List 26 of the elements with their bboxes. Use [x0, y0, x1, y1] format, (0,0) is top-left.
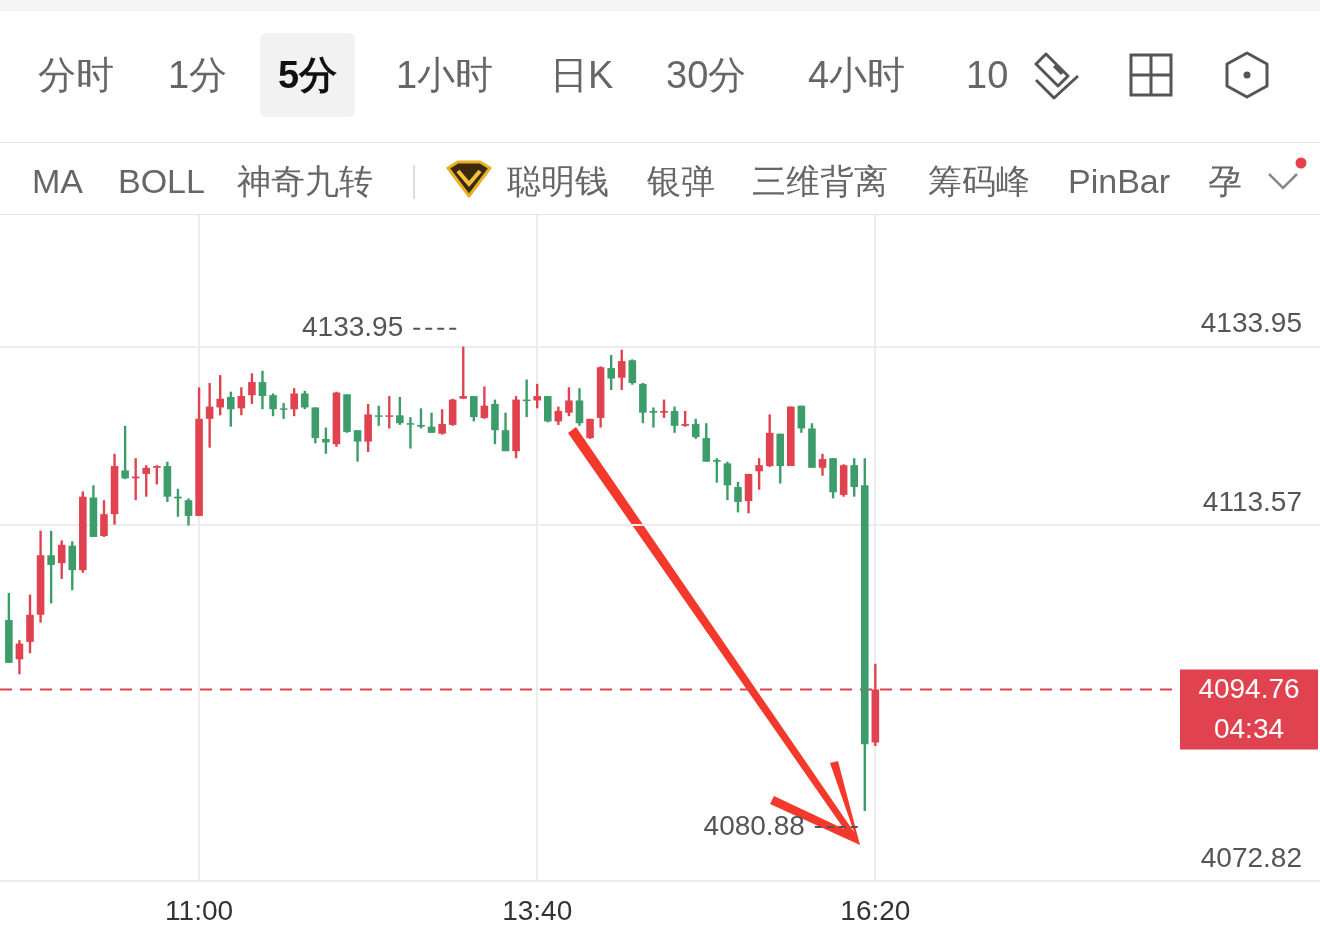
ref-line-label: 4094.76 04:34: [1198, 673, 1300, 745]
text: 银弹: [647, 161, 715, 202]
text: 4小时: [807, 53, 907, 98]
x-tick-label: 13:40: [502, 894, 573, 926]
x-tick-label: 16:20: [840, 894, 911, 926]
text: 1分: [167, 53, 229, 98]
text: 30分: [665, 53, 748, 98]
y-tick-label: 4113.57: [1202, 485, 1302, 517]
text: 三维背离: [752, 161, 888, 202]
text: 筹码峰: [928, 161, 1030, 202]
annotation: 4080.88: [703, 809, 805, 841]
text: 神奇九转: [237, 161, 373, 202]
text: 日K: [549, 53, 615, 98]
text: 1小时: [395, 53, 495, 98]
text: 聪明钱: [507, 161, 609, 202]
text: PinBar: [1068, 161, 1171, 202]
y-tick-label: 4072.82: [1200, 842, 1302, 874]
text: 孕: [1208, 161, 1242, 202]
text: BOLL: [118, 161, 205, 202]
y-tick-label: 4133.95: [1200, 307, 1302, 339]
annotation: 4133.95: [302, 311, 404, 343]
x-tick-label: 11:00: [165, 894, 234, 926]
text: 分时: [37, 53, 115, 98]
text: 5分: [260, 33, 356, 117]
text: MA: [32, 161, 83, 202]
text: 10: [965, 53, 1009, 98]
